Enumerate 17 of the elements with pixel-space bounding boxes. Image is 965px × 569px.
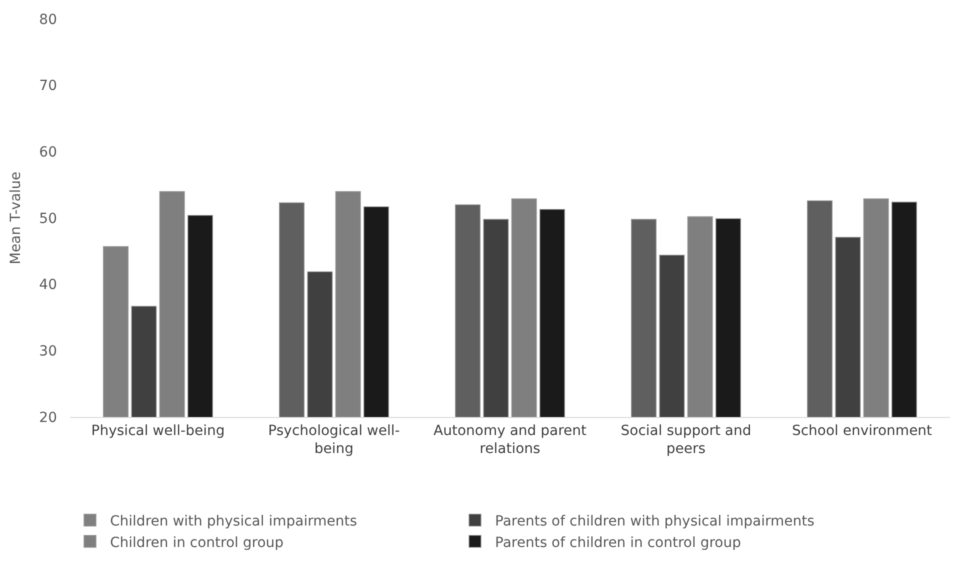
x-tick-label: Social support and peers xyxy=(620,422,752,457)
x-tick-label: Physical well-being xyxy=(91,422,225,439)
y-tick-label: 40 xyxy=(39,277,57,294)
y-tick-label: 80 xyxy=(39,12,57,28)
x-tick-label: Autonomy and parent relations xyxy=(434,422,588,457)
y-tick-label: 50 xyxy=(39,210,57,227)
y-axis-title: Mean T-value xyxy=(8,172,24,264)
x-tick-label: Psychological well-being xyxy=(268,422,400,457)
legend-label: Children with physical impairments xyxy=(110,514,357,530)
y-tick-label: 30 xyxy=(39,344,57,360)
legend-label: Parents of children in control group xyxy=(495,534,742,551)
y-tick-label: 70 xyxy=(39,78,57,94)
y-tick-label: 20 xyxy=(39,410,57,426)
legend-label: Children in control group xyxy=(110,534,284,551)
x-tick-label: School environment xyxy=(792,422,933,439)
legend-label: Parents of children with physical impairments xyxy=(495,514,814,530)
y-tick-label: 60 xyxy=(39,144,57,161)
